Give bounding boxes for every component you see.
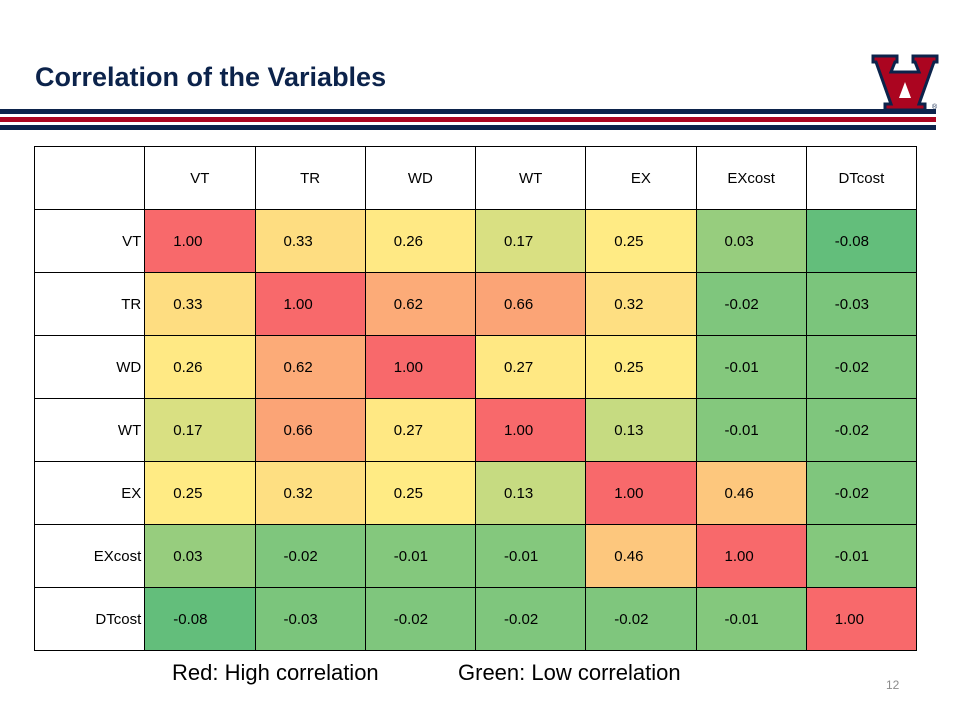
row-header-vt: VT [33, 209, 146, 273]
heatmap-cell-tr-ex: 0.32 [585, 272, 697, 336]
heatmap-cell-wt-excost: -0.01 [695, 398, 807, 462]
heatmap-cell-wd-wd: 1.00 [364, 335, 477, 399]
heatmap-cell-ex-wt: 0.13 [474, 461, 587, 525]
heatmap-cell-vt-ex: 0.25 [585, 209, 697, 273]
heatmap-cell-wt-wt: 1.00 [474, 398, 587, 462]
heatmap-cell-wt-dtcost: -0.02 [805, 398, 918, 462]
heatmap-cell-ex-vt: 0.25 [144, 461, 256, 525]
heatmap-cell-tr-tr: 1.00 [254, 272, 366, 336]
heatmap-cell-dtcost-vt: -0.08 [144, 587, 256, 651]
header-rule-red [0, 117, 936, 122]
heatmap-cell-vt-wd: 0.26 [364, 209, 477, 273]
heatmap-cell-wd-vt: 0.26 [144, 335, 256, 399]
heatmap-cell-wd-dtcost: -0.02 [805, 335, 918, 399]
matrix-row-tr: TR 0.33 1.00 0.62 0.66 0.32 -0.02 -0.03 [33, 272, 918, 336]
heatmap-cell-tr-wd: 0.62 [364, 272, 477, 336]
logo-registered-mark: ® [932, 103, 938, 111]
heatmap-cell-dtcost-excost: -0.01 [695, 587, 807, 651]
heatmap-cell-dtcost-dtcost: 1.00 [805, 587, 918, 651]
heatmap-cell-tr-vt: 0.33 [144, 272, 256, 336]
heatmap-cell-wt-tr: 0.66 [254, 398, 366, 462]
heatmap-cell-dtcost-wd: -0.02 [364, 587, 477, 651]
heatmap-cell-ex-dtcost: -0.02 [805, 461, 918, 525]
heatmap-cell-ex-wd: 0.25 [364, 461, 477, 525]
heatmap-cell-excost-excost: 1.00 [695, 524, 807, 588]
column-header-wd: WD [364, 146, 477, 210]
heatmap-cell-tr-wt: 0.66 [474, 272, 587, 336]
legend-high-correlation: Red: High correlation [172, 660, 379, 685]
row-header-ex: EX [33, 461, 146, 525]
heatmap-cell-wd-wt: 0.27 [474, 335, 587, 399]
column-header-dtcost: DTcost [805, 146, 918, 210]
matrix-row-dtcost: DTcost -0.08 -0.03 -0.02 -0.02 -0.02 -0.01 1.00 [33, 587, 918, 651]
heatmap-cell-wd-excost: -0.01 [695, 335, 807, 399]
heatmap-cell-vt-wt: 0.17 [474, 209, 587, 273]
matrix-row-wt: WT 0.17 0.66 0.27 1.00 0.13 -0.01 -0.02 [33, 398, 918, 462]
row-header-excost: EXcost [33, 524, 146, 588]
heatmap-cell-vt-vt: 1.00 [144, 209, 256, 273]
column-header-excost: EXcost [695, 146, 807, 210]
heatmap-cell-wd-ex: 0.25 [585, 335, 697, 399]
heatmap-cell-dtcost-tr: -0.03 [254, 587, 366, 651]
heatmap-cell-excost-ex: 0.46 [585, 524, 697, 588]
heatmap-cell-excost-wt: -0.01 [474, 524, 587, 588]
heatmap-cell-wd-tr: 0.62 [254, 335, 366, 399]
heatmap-cell-excost-tr: -0.02 [254, 524, 366, 588]
page-number: 12 [886, 678, 900, 692]
matrix-row-ex: EX 0.25 0.32 0.25 0.13 1.00 0.46 -0.02 [33, 461, 918, 525]
row-header-wt: WT [33, 398, 146, 462]
heatmap-cell-excost-vt: 0.03 [144, 524, 256, 588]
row-header-dtcost: DTcost [33, 587, 146, 651]
slide-title: Correlation of the Variables [35, 62, 387, 92]
heatmap-cell-vt-tr: 0.33 [254, 209, 366, 273]
column-header-vt: VT [144, 146, 256, 210]
row-header-tr: TR [33, 272, 146, 336]
heatmap-cell-tr-dtcost: -0.03 [805, 272, 918, 336]
column-header-ex: EX [585, 146, 697, 210]
heatmap-cell-dtcost-wt: -0.02 [474, 587, 587, 651]
heatmap-cell-ex-excost: 0.46 [695, 461, 807, 525]
heatmap-cell-wt-wd: 0.27 [364, 398, 477, 462]
matrix-corner-cell [33, 146, 146, 210]
heatmap-cell-excost-dtcost: -0.01 [805, 524, 918, 588]
correlation-matrix: VT TR WD WT EX EXcost DTcost VT 1.00 0.33 0.26 0.17… [33, 146, 918, 651]
heatmap-cell-excost-wd: -0.01 [364, 524, 477, 588]
column-header-wt: WT [474, 146, 587, 210]
legend-low-correlation: Green: Low correlation [458, 660, 681, 685]
heatmap-cell-wt-vt: 0.17 [144, 398, 256, 462]
header-rule-navy [0, 109, 936, 114]
matrix-row-excost: EXcost 0.03 -0.02 -0.01 -0.01 0.46 1.00 -0.01 [33, 524, 918, 588]
column-header-tr: TR [254, 146, 366, 210]
heatmap-cell-tr-excost: -0.02 [695, 272, 807, 336]
heatmap-cell-vt-dtcost: -0.08 [805, 209, 918, 273]
matrix-row-vt: VT 1.00 0.33 0.26 0.17 0.25 0.03 -0.08 [33, 209, 918, 273]
row-header-wd: WD [33, 335, 146, 399]
heatmap-cell-vt-excost: 0.03 [695, 209, 807, 273]
heatmap-cell-ex-tr: 0.32 [254, 461, 366, 525]
header-rule-navy-bottom [0, 125, 936, 130]
heatmap-cell-ex-ex: 1.00 [585, 461, 697, 525]
matrix-header-row: VT TR WD WT EX EXcost DTcost [33, 146, 918, 210]
matrix-row-wd: WD 0.26 0.62 1.00 0.27 0.25 -0.01 -0.02 [33, 335, 918, 399]
university-a-logo-icon: ® [871, 54, 939, 112]
heatmap-cell-wt-ex: 0.13 [585, 398, 697, 462]
heatmap-cell-dtcost-ex: -0.02 [585, 587, 697, 651]
